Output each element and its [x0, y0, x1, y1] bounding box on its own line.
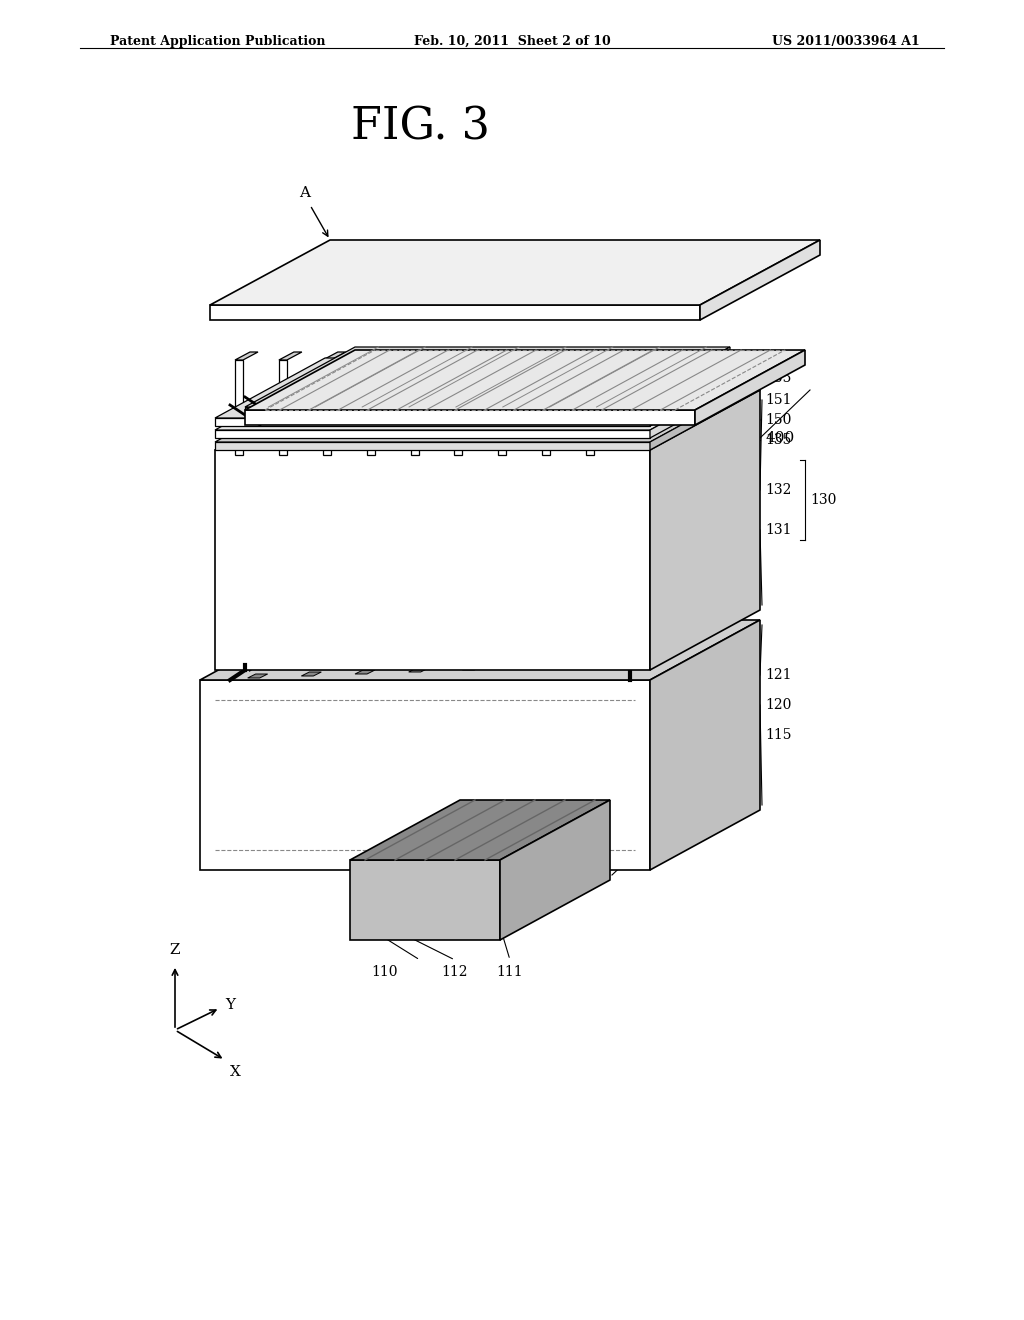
Polygon shape	[279, 352, 302, 360]
Polygon shape	[323, 360, 331, 455]
Text: Z: Z	[170, 942, 180, 957]
Polygon shape	[455, 352, 477, 360]
Polygon shape	[455, 360, 463, 455]
Polygon shape	[500, 800, 610, 940]
Polygon shape	[200, 680, 650, 870]
Polygon shape	[215, 430, 650, 438]
Polygon shape	[367, 360, 375, 455]
Text: 131: 131	[765, 523, 792, 537]
Text: US 2011/0033964 A1: US 2011/0033964 A1	[772, 36, 920, 48]
Text: 135: 135	[765, 433, 792, 447]
Polygon shape	[620, 347, 730, 414]
Text: 151: 151	[765, 393, 792, 407]
Polygon shape	[234, 352, 258, 360]
Polygon shape	[245, 407, 620, 414]
Polygon shape	[248, 675, 267, 678]
Polygon shape	[210, 305, 700, 319]
Polygon shape	[624, 660, 643, 664]
Polygon shape	[569, 663, 590, 667]
Polygon shape	[499, 352, 521, 360]
Text: 155: 155	[765, 371, 792, 385]
Text: A: A	[299, 186, 310, 201]
Polygon shape	[301, 672, 322, 676]
Polygon shape	[215, 381, 760, 442]
Polygon shape	[215, 450, 650, 671]
Text: 111: 111	[497, 965, 523, 979]
Polygon shape	[215, 370, 760, 430]
Text: 130: 130	[810, 492, 837, 507]
Text: X: X	[230, 1065, 241, 1078]
Polygon shape	[650, 389, 760, 671]
Polygon shape	[215, 389, 760, 450]
Polygon shape	[245, 347, 730, 407]
Polygon shape	[215, 358, 760, 418]
Polygon shape	[499, 360, 506, 455]
Text: 115: 115	[765, 729, 792, 742]
Text: 400: 400	[765, 432, 795, 445]
Text: FIG. 3: FIG. 3	[350, 106, 489, 148]
Text: Y: Y	[225, 998, 234, 1012]
Polygon shape	[350, 861, 500, 940]
Text: 112: 112	[441, 965, 468, 979]
Polygon shape	[650, 381, 760, 450]
Polygon shape	[215, 418, 650, 426]
Text: 132: 132	[765, 483, 792, 498]
Text: 150: 150	[765, 413, 792, 426]
Polygon shape	[210, 240, 820, 305]
Polygon shape	[350, 800, 610, 861]
Text: 120: 120	[765, 698, 792, 711]
Polygon shape	[543, 352, 565, 360]
Polygon shape	[543, 360, 550, 455]
Polygon shape	[700, 240, 820, 319]
Polygon shape	[586, 360, 594, 455]
Polygon shape	[215, 442, 650, 450]
Polygon shape	[367, 352, 390, 360]
Polygon shape	[245, 350, 805, 411]
Polygon shape	[650, 620, 760, 870]
Polygon shape	[279, 360, 287, 455]
Polygon shape	[411, 360, 419, 455]
Polygon shape	[245, 411, 695, 425]
Text: Patent Application Publication: Patent Application Publication	[110, 36, 326, 48]
Polygon shape	[650, 370, 760, 438]
Polygon shape	[586, 352, 609, 360]
Polygon shape	[516, 664, 536, 668]
Polygon shape	[650, 358, 760, 426]
Polygon shape	[323, 352, 346, 360]
Polygon shape	[200, 620, 760, 680]
Text: Feb. 10, 2011  Sheet 2 of 10: Feb. 10, 2011 Sheet 2 of 10	[414, 36, 610, 48]
Polygon shape	[462, 667, 482, 671]
Polygon shape	[411, 352, 433, 360]
Polygon shape	[409, 668, 429, 672]
Text: 121: 121	[765, 668, 792, 682]
Polygon shape	[234, 360, 243, 455]
Polygon shape	[355, 671, 375, 675]
Polygon shape	[695, 350, 805, 425]
Text: 110: 110	[372, 965, 398, 979]
